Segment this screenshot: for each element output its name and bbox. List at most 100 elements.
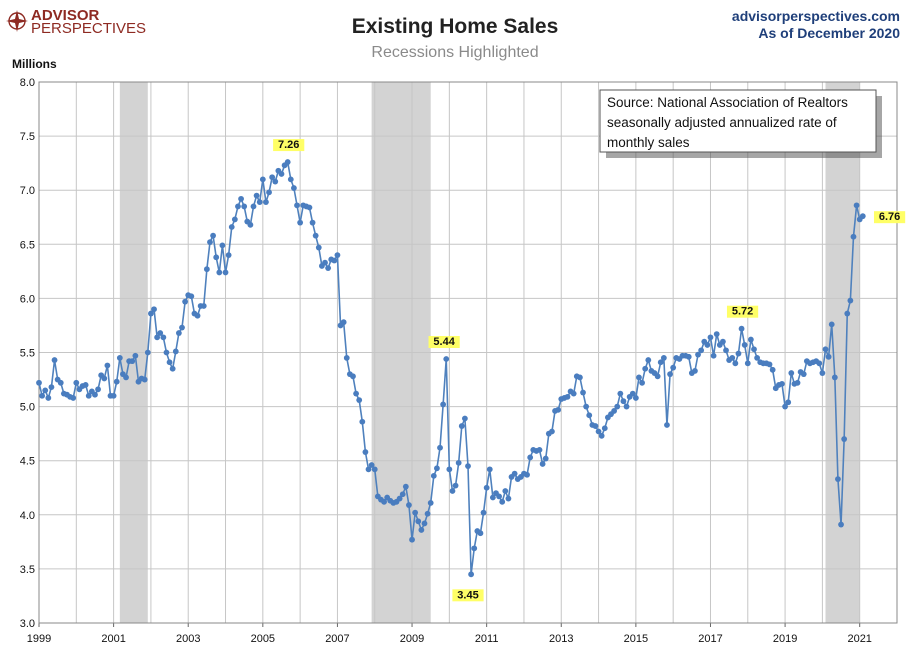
data-point [670, 364, 677, 371]
data-point [667, 371, 673, 378]
data-point [592, 423, 599, 429]
data-point [499, 498, 506, 505]
data-point [222, 269, 229, 276]
annotation-label: 3.45 [457, 589, 478, 601]
data-point [564, 393, 571, 400]
data-point [660, 355, 667, 361]
data-point [720, 338, 726, 345]
data-point [238, 195, 244, 202]
data-point [614, 403, 621, 410]
logo-line-1: ADVISOR [31, 7, 100, 24]
data-point [95, 386, 101, 393]
data-point [356, 397, 363, 404]
data-point [399, 491, 406, 498]
data-point [723, 347, 729, 354]
data-point [788, 370, 795, 376]
data-point [511, 470, 518, 477]
data-point [744, 360, 751, 367]
y-tick-label: 3.5 [20, 564, 35, 576]
data-point [465, 463, 471, 470]
data-point [73, 379, 80, 386]
x-tick-label: 1999 [27, 633, 51, 645]
data-point [406, 502, 412, 508]
data-point [524, 471, 530, 478]
data-point [841, 436, 848, 442]
annotation-highlight [873, 211, 906, 224]
data-point [835, 476, 841, 482]
data-point [542, 455, 549, 462]
data-point [306, 204, 313, 211]
data-point [287, 176, 294, 183]
data-point [225, 252, 232, 259]
data-point [468, 571, 475, 578]
as-of-date: As of December 2020 [758, 25, 900, 41]
data-point [455, 459, 462, 466]
data-point [325, 265, 332, 271]
data-point [583, 403, 590, 410]
data-point [353, 390, 359, 397]
x-tick-label: 2019 [773, 633, 797, 645]
annotation-highlight [428, 335, 460, 348]
data-point [486, 466, 493, 473]
data-point [365, 466, 372, 473]
x-axis-ticks: 1999 2001 2003 2005 2007 2009 2011 2013 2015 2017… [27, 623, 872, 645]
data-point [144, 349, 151, 356]
data-point [172, 348, 179, 355]
data-point [446, 466, 453, 473]
data-point [477, 530, 484, 537]
data-point [359, 418, 366, 425]
data-point [213, 254, 220, 261]
data-point [695, 351, 701, 358]
data-point [266, 189, 272, 196]
data-point [113, 378, 120, 385]
data-point [402, 483, 409, 490]
data-point [595, 428, 602, 435]
data-point [340, 319, 347, 326]
series-markers [36, 159, 866, 578]
x-tick-label: 2009 [400, 633, 424, 645]
data-point [536, 446, 543, 453]
source-note-line-1: Source: National Association of Realtors [607, 95, 848, 110]
data-point [623, 403, 630, 410]
data-point [409, 536, 415, 543]
x-tick-label: 2017 [698, 633, 722, 645]
data-point [57, 379, 64, 386]
data-point [847, 297, 854, 304]
data-point [263, 199, 269, 206]
data-point [148, 310, 154, 317]
data-point [779, 380, 785, 387]
gridlines [38, 81, 897, 624]
data-point [259, 176, 266, 183]
data-point [698, 347, 705, 354]
data-point [458, 423, 465, 429]
data-point [844, 310, 851, 317]
data-point [580, 389, 586, 396]
data-point [471, 545, 478, 552]
data-point [424, 510, 431, 517]
data-point [396, 495, 403, 502]
data-point [157, 330, 164, 336]
data-point [629, 390, 636, 397]
data-point [312, 232, 319, 239]
data-point [309, 219, 316, 226]
data-point [800, 371, 807, 378]
data-point [194, 312, 201, 319]
data-point [620, 398, 627, 405]
data-point [766, 361, 773, 368]
data-point [692, 367, 698, 374]
data-point [116, 355, 123, 361]
data-point [247, 221, 254, 228]
data-point [577, 374, 583, 381]
data-point [483, 484, 490, 491]
data-point [539, 461, 546, 467]
data-point [822, 346, 829, 353]
data-point [828, 321, 835, 328]
data-point [182, 298, 189, 305]
data-point [838, 521, 844, 528]
data-point [434, 465, 440, 472]
data-point [210, 232, 216, 239]
data-point [704, 342, 711, 348]
data-point [657, 359, 664, 366]
data-point [231, 216, 238, 223]
x-tick-label: 2007 [325, 633, 349, 645]
